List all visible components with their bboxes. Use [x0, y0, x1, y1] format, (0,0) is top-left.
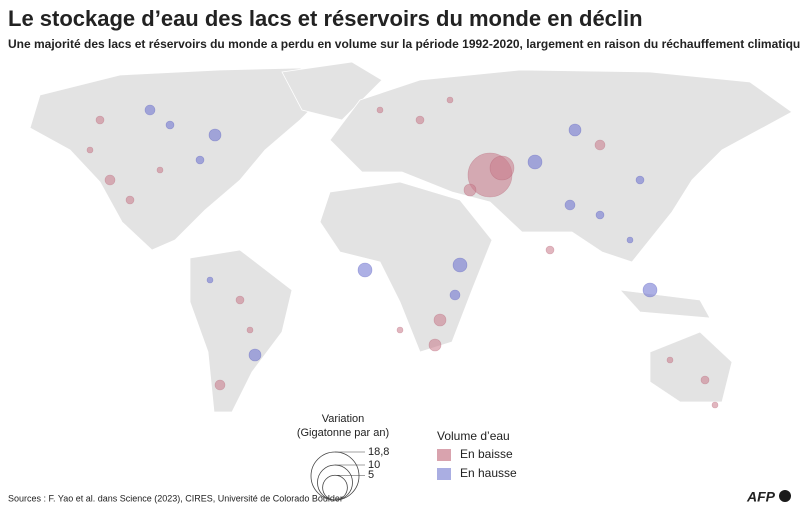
legend-label: En baisse [460, 447, 513, 461]
size-legend-title: Variation [322, 413, 365, 425]
logo-mark [779, 490, 791, 502]
size-legend: Variation (Gigatonne par an) [297, 413, 389, 439]
world-map [29, 61, 793, 413]
legend-swatch [437, 468, 451, 480]
legend-label: En hausse [460, 466, 517, 480]
color-legend: Volume d’eau [437, 429, 510, 443]
subtitle: Une majorité des lacs et réservoirs du m… [8, 37, 800, 51]
legend-swatch [437, 449, 451, 461]
source: Sources : F. Yao et al. dans Science (20… [8, 493, 343, 503]
australia [649, 331, 733, 403]
size-legend-label: 5 [368, 469, 374, 481]
logo: AFP [746, 489, 776, 505]
size-legend-label: 18,8 [368, 446, 389, 458]
indonesia [618, 289, 711, 319]
eurasia [329, 69, 793, 263]
lake-dots [86, 96, 719, 409]
color-legend-title: Volume d’eau [437, 429, 510, 443]
north-america [29, 67, 336, 251]
size-legend-title: (Gigatonne par an) [297, 427, 389, 439]
title: Le stockage d’eau des lacs et réservoirs… [8, 6, 643, 31]
south-america [189, 249, 293, 413]
size-legend-label: 10 [368, 459, 380, 471]
